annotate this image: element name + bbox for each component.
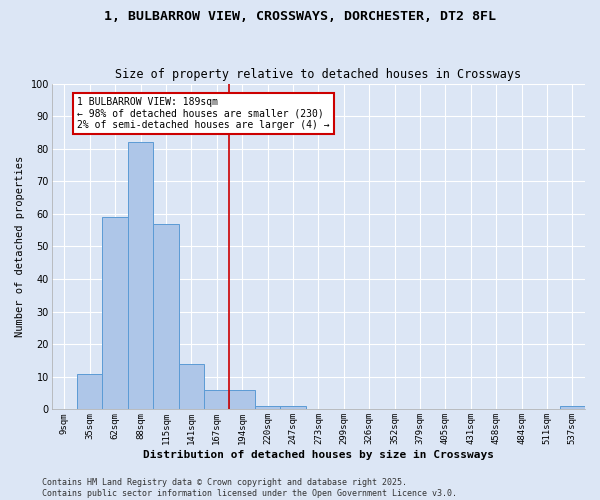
Text: 1 BULBARROW VIEW: 189sqm
← 98% of detached houses are smaller (230)
2% of semi-d: 1 BULBARROW VIEW: 189sqm ← 98% of detach… bbox=[77, 96, 330, 130]
Bar bbox=[77, 374, 103, 410]
Bar bbox=[204, 390, 229, 409]
Bar bbox=[153, 224, 179, 410]
Bar bbox=[255, 406, 280, 409]
Y-axis label: Number of detached properties: Number of detached properties bbox=[15, 156, 25, 337]
Bar bbox=[280, 406, 305, 409]
X-axis label: Distribution of detached houses by size in Crossways: Distribution of detached houses by size … bbox=[143, 450, 494, 460]
Bar bbox=[128, 142, 153, 409]
Bar bbox=[103, 217, 128, 410]
Bar bbox=[179, 364, 204, 410]
Text: Contains HM Land Registry data © Crown copyright and database right 2025.
Contai: Contains HM Land Registry data © Crown c… bbox=[42, 478, 457, 498]
Title: Size of property relative to detached houses in Crossways: Size of property relative to detached ho… bbox=[115, 68, 521, 81]
Bar bbox=[229, 390, 255, 409]
Text: 1, BULBARROW VIEW, CROSSWAYS, DORCHESTER, DT2 8FL: 1, BULBARROW VIEW, CROSSWAYS, DORCHESTER… bbox=[104, 10, 496, 23]
Bar bbox=[560, 406, 585, 409]
